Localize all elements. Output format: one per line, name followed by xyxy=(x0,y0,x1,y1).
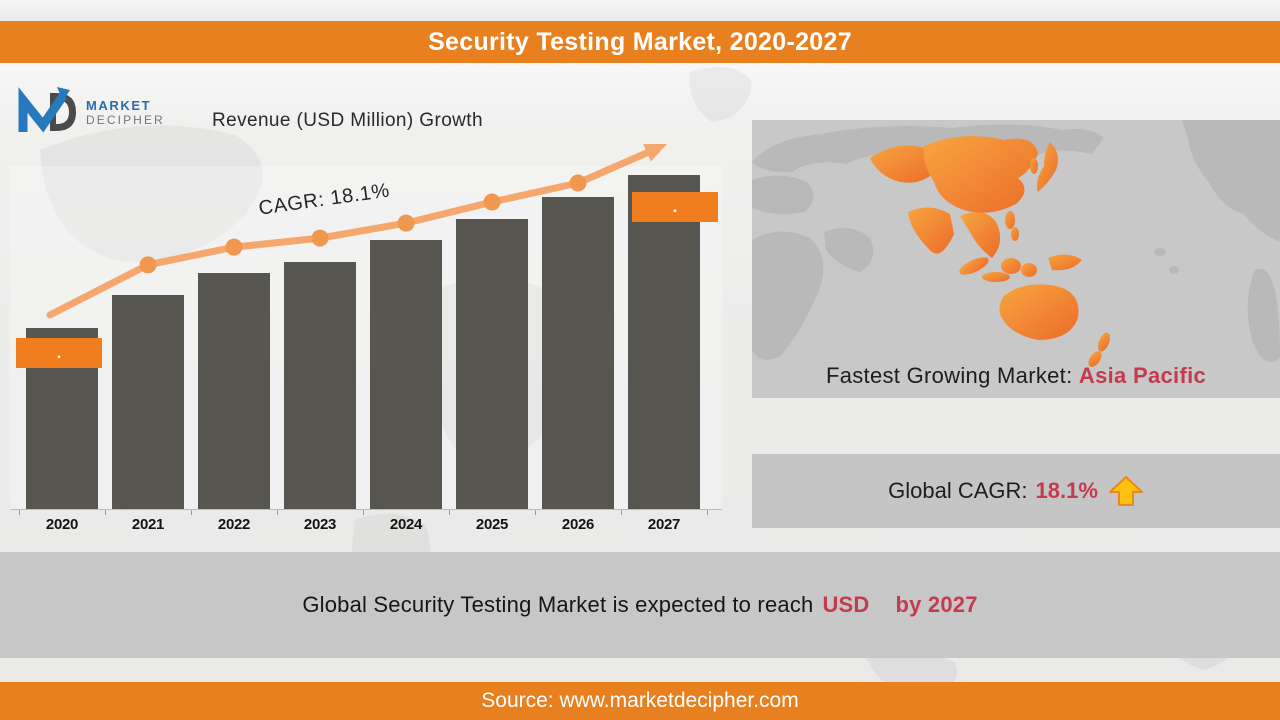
page-title: Security Testing Market, 2020-2027 xyxy=(428,27,852,56)
revenue-bar-chart: 2020 2021 2022 2023 2024 2025 2026 2027 CAGR: 1… xyxy=(10,130,740,540)
axis-tick xyxy=(621,509,622,515)
x-axis-label: 2021 xyxy=(131,516,165,533)
x-axis-label: 2027 xyxy=(647,516,681,533)
bar-2027 xyxy=(628,175,700,509)
brand-name-bottom: DECIPHER xyxy=(86,112,165,127)
source-text: Source: www.marketdecipher.com xyxy=(481,689,799,712)
top-gradient-strip xyxy=(0,0,1280,21)
axis-tick xyxy=(535,509,536,515)
asia-pacific-map xyxy=(752,120,1280,398)
axis-tick xyxy=(191,509,192,515)
fastest-growing-market-caption: Fastest Growing Market: Asia Pacific xyxy=(752,363,1280,389)
x-axis-label: 2022 xyxy=(217,516,251,533)
global-cagr-value: 18.1% xyxy=(1035,478,1098,503)
data-label-box-2027: . xyxy=(632,192,718,222)
bar-2021 xyxy=(112,295,184,509)
summary-band: Global Security Testing Market is expect… xyxy=(0,552,1280,658)
brand-logo: MARKET DECIPHER xyxy=(16,86,165,138)
summary-year: by 2027 xyxy=(895,592,978,617)
global-cagr-label: Global CAGR: xyxy=(888,478,1028,503)
bar-2024 xyxy=(370,240,442,509)
axis-tick xyxy=(363,509,364,515)
bar-2023 xyxy=(284,262,356,509)
axis-tick xyxy=(449,509,450,515)
brand-logo-text: MARKET DECIPHER xyxy=(86,99,165,126)
caption-highlight: Asia Pacific xyxy=(1078,363,1207,388)
bar-2026 xyxy=(542,197,614,509)
x-axis-label: 2024 xyxy=(389,516,423,533)
axis-tick xyxy=(19,509,20,515)
brand-name-top: MARKET xyxy=(86,97,152,113)
bar-2022 xyxy=(198,273,270,509)
caption-prefix: Fastest Growing Market: xyxy=(825,363,1079,388)
x-axis-label: 2026 xyxy=(561,516,595,533)
axis-tick xyxy=(707,509,708,515)
x-axis-label: 2023 xyxy=(303,516,337,533)
asia-pacific-map-panel: Fastest Growing Market: Asia Pacific xyxy=(752,120,1280,398)
global-cagr-panel: Global CAGR: 18.1% xyxy=(752,454,1280,528)
x-axis-label: 2020 xyxy=(45,516,79,533)
up-arrow-icon xyxy=(1108,476,1143,506)
title-bar: Security Testing Market, 2020-2027 xyxy=(0,21,1280,63)
bar-2025 xyxy=(456,219,528,509)
trend-arrowhead xyxy=(643,143,668,162)
brand-logo-icon xyxy=(18,87,76,133)
axis-tick xyxy=(105,509,106,515)
summary-currency: USD xyxy=(822,592,870,617)
x-axis-line xyxy=(10,509,722,510)
chart-title: Revenue (USD Million) Growth xyxy=(212,110,483,131)
summary-text: Global Security Testing Market is expect… xyxy=(302,592,814,617)
source-footer: Source: www.marketdecipher.com xyxy=(0,682,1280,720)
data-label-box-2020: . xyxy=(16,338,102,368)
x-axis-label: 2025 xyxy=(475,516,509,533)
axis-tick xyxy=(277,509,278,515)
